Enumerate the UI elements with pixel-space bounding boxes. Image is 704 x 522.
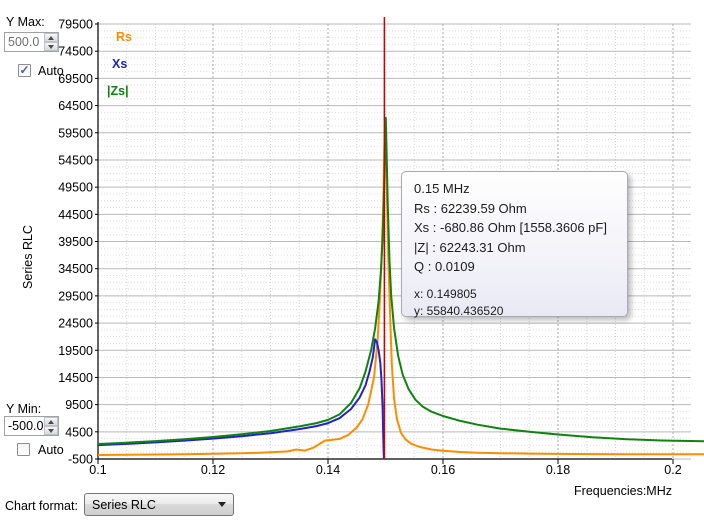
series-line-xs [98,338,386,460]
svg-text:34500: 34500 [58,262,93,276]
svg-text:0.12: 0.12 [201,463,225,477]
y-max-input[interactable] [5,33,44,51]
svg-text:0.14: 0.14 [316,463,340,477]
spin-down-icon [48,428,54,433]
svg-text:44500: 44500 [58,208,93,222]
legend-item-xs: Xs [112,57,128,71]
y-min-label: Y Min: [6,402,42,416]
tooltip-q-value: Q : 0.0109 [414,259,475,274]
svg-text:-500: -500 [68,453,93,467]
y-min-input[interactable] [5,417,44,435]
legend-item-zs: |Zs| [107,84,129,98]
chevron-down-icon [218,502,226,507]
tooltip-frequency: 0.15 MHz [414,181,470,196]
svg-text:24500: 24500 [58,317,93,331]
y-max-spin-up-button[interactable] [44,33,58,42]
tooltip-xs-value: Xs : -680.86 Ohm [1558.3606 pF] [414,220,607,235]
x-axis-title: Frequencies:MHz [574,484,672,498]
y-max-spin-down-button[interactable] [44,42,58,51]
svg-text:39500: 39500 [58,235,93,249]
svg-text:9500: 9500 [65,398,93,412]
y-min-auto-checkbox[interactable] [17,443,30,456]
spin-up-icon [48,419,54,424]
svg-text:14500: 14500 [58,371,93,385]
svg-text:74500: 74500 [58,45,93,59]
y-max-auto-checkbox[interactable]: ✓ [18,63,31,77]
y-min-spinner[interactable] [4,416,59,436]
y-min-spin-down-button[interactable] [44,426,58,435]
chart-format-label: Chart format: [5,499,78,513]
spin-up-icon [48,35,54,40]
y-min-spin-up-button[interactable] [44,417,58,426]
svg-text:0.2: 0.2 [664,463,681,477]
svg-text:69500: 69500 [58,72,93,86]
svg-text:0.1: 0.1 [89,463,106,477]
svg-text:79500: 79500 [58,18,93,32]
spin-down-icon [48,44,54,49]
svg-text:49500: 49500 [58,181,93,195]
tooltip-rs-value: Rs : 62239.59 Ohm [414,200,527,216]
series-line-zs [98,116,704,445]
tooltip-cursor-y: y: 55840.436520 [414,303,504,318]
tooltip-cursor-x: x: 0.149805 [414,286,477,301]
svg-text:4500: 4500 [65,425,93,439]
data-tooltip: 0.15 MHz Rs : 62239.59 Ohm Xs : -680.86 … [401,171,628,318]
y-max-label: Y Max: [6,15,45,29]
y-max-auto-label: Auto [38,64,64,78]
legend-item-rs: Rs [116,30,132,44]
svg-text:0.18: 0.18 [546,463,570,477]
y-max-spinner[interactable] [4,32,59,52]
y-min-auto-label: Auto [38,443,64,457]
svg-text:59500: 59500 [58,126,93,140]
svg-text:54500: 54500 [58,153,93,167]
svg-text:0.16: 0.16 [431,463,455,477]
svg-text:19500: 19500 [58,344,93,358]
svg-text:29500: 29500 [58,289,93,303]
tooltip-z-value: |Z| : 62243.31 Ohm [414,239,526,255]
svg-text:64500: 64500 [58,99,93,113]
chart-format-selected-value: Series RLC [92,497,156,512]
chart-format-dropdown[interactable]: Series RLC [84,493,234,516]
